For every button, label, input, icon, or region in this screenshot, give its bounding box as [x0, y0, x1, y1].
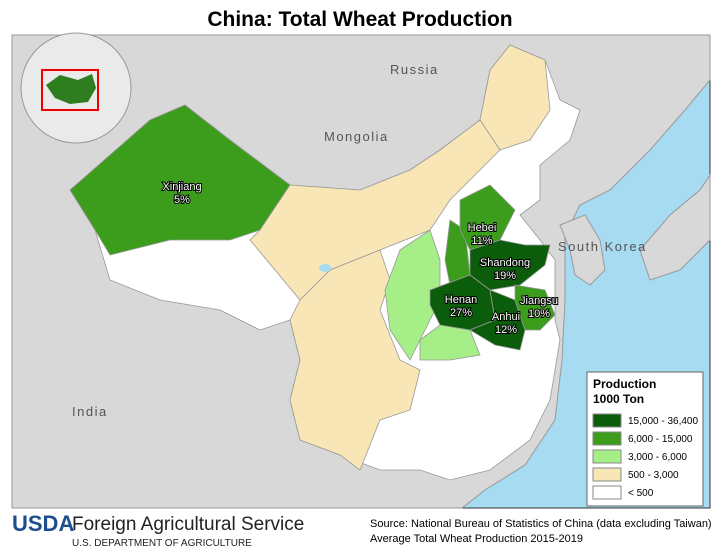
inset-frame [41, 69, 99, 111]
source-line: Source: National Bureau of Statistics of… [370, 518, 712, 530]
province-share: 11% [471, 235, 492, 247]
legend-swatch [592, 485, 622, 500]
legend-label: 15,000 - 36,400 [628, 416, 698, 427]
legend-swatch [592, 449, 622, 464]
province-share: 12% [495, 324, 517, 336]
legend-swatch [592, 431, 622, 446]
legend-title: Production [593, 377, 656, 391]
country-label: Russia [390, 62, 439, 77]
jiangsu [514, 284, 556, 331]
southwest [289, 249, 421, 471]
province-label: Shandong [480, 257, 530, 269]
logo: USDA [12, 511, 74, 536]
department: U.S. DEPARTMENT OF AGRICULTURE [72, 538, 252, 549]
legend-label: 500 - 3,000 [628, 470, 679, 481]
province-share: 10% [528, 308, 550, 320]
province-label: Hebei [468, 222, 497, 234]
legend-label: 6,000 - 15,000 [628, 434, 693, 445]
title: China: Total Wheat Production [207, 8, 512, 31]
footer: USDA Foreign Agricultural Service U.S. D… [12, 511, 712, 549]
country-label: India [72, 404, 108, 419]
legend-swatch [592, 467, 622, 482]
country-label: Mongolia [324, 129, 389, 144]
province-share: 19% [494, 270, 516, 282]
country-label: South Korea [558, 239, 647, 254]
legend-unit: 1000 Ton [593, 392, 644, 406]
korea [559, 214, 606, 286]
province-share: 5% [174, 194, 190, 206]
province-share: 27% [450, 307, 472, 319]
legend-swatch [592, 413, 622, 428]
lake [319, 264, 331, 272]
province-label: Jiangsu [520, 295, 558, 307]
province-label: Xinjiang [162, 181, 201, 193]
legend-label: 3,000 - 6,000 [628, 452, 687, 463]
north [249, 119, 501, 301]
map: Russia Mongolia South Korea India Xinjia… [11, 32, 711, 509]
source-line: Average Total Wheat Production 2015-2019 [370, 533, 583, 545]
inset-globe [20, 32, 132, 144]
inset-china [46, 74, 96, 104]
japan [639, 173, 711, 281]
province-label: Anhui [492, 311, 520, 323]
agency: Foreign Agricultural Service [72, 514, 304, 535]
legend-label: < 500 [628, 488, 654, 499]
legend: Production 1000 Ton 15,000 - 36,400 6,000… [586, 371, 704, 507]
province-label: Henan [445, 294, 477, 306]
